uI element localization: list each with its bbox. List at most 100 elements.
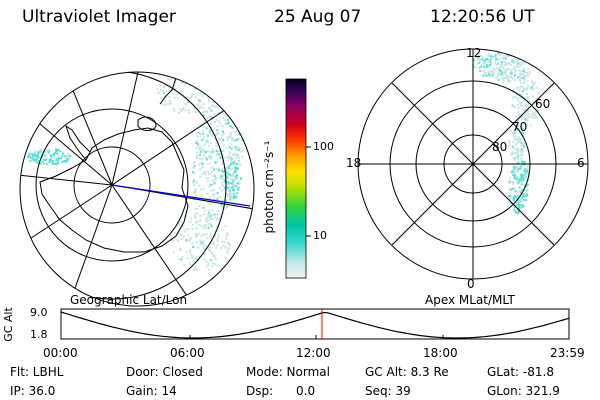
emission-pixel [531,101,534,104]
emission-pixel [231,95,234,98]
emission-pixel [520,141,523,144]
emission-pixel [200,163,203,166]
emission-pixel [52,152,55,155]
emission-pixel [208,154,211,157]
emission-pixel [508,67,511,70]
emission-pixel [521,199,524,202]
emission-pixel [231,175,234,177]
magnetic-map [357,48,589,280]
emission-pixel [208,268,211,271]
emission-pixel [218,169,220,172]
emission-pixel [204,224,207,227]
emission-pixel [501,63,504,66]
emission-pixel [196,157,199,160]
emission-pixel [237,188,240,191]
emission-pixel [494,59,497,62]
emission-pixel [218,213,221,216]
emission-pixel [206,192,209,195]
emission-pixel [233,145,236,148]
emission-pixel [47,151,50,154]
emission-pixel [200,90,202,93]
emission-pixel [215,91,218,94]
emission-pixel [236,192,239,195]
emission-pixel [233,75,236,78]
emission-pixel [172,251,175,254]
emission-pixel [497,70,500,73]
emission-pixel [226,176,229,179]
emission-pixel [232,183,235,186]
emission-pixel [213,213,216,216]
emission-pixel [517,124,520,127]
emission-pixel [508,181,511,184]
emission-pixel [210,94,213,96]
emission-pixel [500,73,503,76]
emission-pixel [199,176,202,178]
emission-pixel [519,79,522,82]
emission-pixel [502,56,505,59]
emission-pixel [485,72,488,74]
emission-pixel [509,202,512,205]
emission-pixel [194,216,197,219]
emission-pixel [522,134,525,137]
mlt-label-right: 6 [577,156,585,170]
emission-pixel [195,235,198,238]
emission-pixel [234,152,237,155]
emission-pixel [526,80,529,82]
emission-pixel [199,215,202,218]
emission-pixel [522,60,525,63]
emission-pixel [477,58,480,61]
emission-pixel [224,205,227,208]
emission-pixel [210,225,213,227]
emission-pixel [167,83,170,86]
status-glat: GLat: -81.8 [487,365,554,379]
emission-pixel [206,170,209,173]
emission-pixel [525,88,528,91]
emission-pixel [208,210,211,213]
emission-pixel [214,161,217,164]
emission-pixel [522,67,525,70]
emission-pixel [526,110,529,113]
emission-pixel [228,247,230,250]
emission-pixel [489,55,492,57]
emission-pixel [225,147,228,150]
emission-pixel [215,92,218,95]
emission-pixel [241,98,244,101]
emission-pixel [519,204,521,206]
emission-pixel [192,181,195,183]
emission-pixel [66,154,69,157]
emission-pixel [523,160,526,163]
emission-pixel [525,74,528,77]
emission-pixel [524,175,527,178]
emission-pixel [59,150,62,153]
emission-pixel [227,155,230,158]
emission-pixel [527,116,530,119]
emission-pixel [509,76,512,79]
emission-pixel [504,72,507,75]
emission-pixel [238,118,241,121]
emission-pixel [216,210,219,213]
emission-pixel [532,95,535,98]
emission-pixel [531,80,534,83]
emission-pixel [239,115,242,118]
emission-pixel [216,160,219,163]
status-glon: GLon: 321.9 [487,384,560,398]
emission-pixel [230,158,233,161]
emission-pixel [511,104,514,107]
emission-pixel [212,79,215,82]
emission-pixel [37,159,40,162]
emission-pixel [229,77,231,80]
emission-pixel [525,185,528,188]
emission-pixel [486,65,488,68]
orbit-altitude-curve [60,311,570,339]
emission-pixel [233,160,236,163]
emission-pixel [518,194,521,197]
emission-pixel [527,173,530,176]
emission-pixel [190,253,193,256]
emission-pixel [232,95,235,98]
emission-pixel [520,154,522,157]
emission-pixel [238,93,241,95]
emission-pixel [208,222,210,225]
emission-pixel [221,92,223,95]
emission-pixel [502,58,505,61]
emission-pixel [221,154,224,157]
